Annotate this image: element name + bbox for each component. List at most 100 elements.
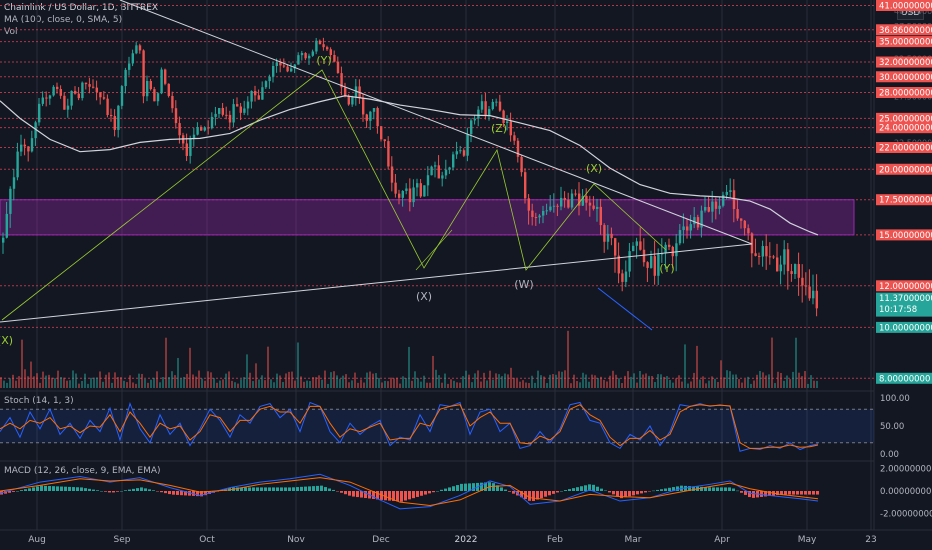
candle-body xyxy=(380,126,383,140)
macd-histogram-bar xyxy=(484,482,487,491)
macd-histogram-bar xyxy=(432,491,435,493)
volume-bar xyxy=(120,377,122,388)
macd-histogram-bar xyxy=(352,491,355,497)
volume-bar xyxy=(249,372,251,388)
volume-bar xyxy=(228,371,230,388)
macd-histogram-bar xyxy=(384,491,387,501)
candle-body xyxy=(682,226,685,231)
candle-body xyxy=(808,286,811,299)
volume-bar xyxy=(339,378,341,388)
macd-histogram-bar xyxy=(556,491,559,493)
candle-body xyxy=(117,105,120,130)
candle-body xyxy=(77,93,80,99)
candle-body xyxy=(466,134,469,156)
macd-histogram-bar xyxy=(396,491,399,502)
stoch-k-line xyxy=(0,401,819,452)
macd-histogram-bar xyxy=(76,487,79,491)
price-tag xyxy=(876,24,932,36)
volume-bar xyxy=(750,383,752,388)
volume-bar xyxy=(555,374,557,388)
time-axis-label: 23 xyxy=(865,535,876,545)
price-tag-label: 17.50000000 xyxy=(879,196,932,206)
volume-bar xyxy=(411,380,413,388)
price-tag-label: 11.37000000 xyxy=(879,294,932,304)
macd-histogram-bar xyxy=(132,488,135,491)
candle-body xyxy=(552,205,556,207)
volume-bar xyxy=(129,375,131,388)
macd-histogram-bar xyxy=(372,491,375,499)
price-tag-label: 35.00000000 xyxy=(879,38,932,48)
candle-body xyxy=(473,118,476,121)
volume-bar xyxy=(726,370,728,388)
macd-legend: MACD (12, 26, close, 9, EMA, EMA) xyxy=(4,466,161,476)
macd-histogram-bar xyxy=(116,491,119,492)
volume-bar xyxy=(816,380,818,388)
candle-body xyxy=(585,195,588,203)
volume-bar xyxy=(768,374,770,388)
candle-body xyxy=(329,49,332,56)
volume-bar xyxy=(183,376,185,388)
macd-histogram-bar xyxy=(256,487,259,491)
candle-body xyxy=(783,249,786,265)
volume-bar xyxy=(552,374,554,388)
volume-bar xyxy=(657,374,659,388)
candle-body xyxy=(700,210,703,228)
volume-bar xyxy=(393,378,395,388)
time-axis-label: Nov xyxy=(287,535,305,545)
volume-bar xyxy=(51,377,53,388)
volume-bar xyxy=(285,373,287,388)
stoch-legend: Stoch (14, 1, 3) xyxy=(4,396,74,406)
volume-bar xyxy=(321,379,323,388)
candle-body xyxy=(106,98,109,115)
volume-bar xyxy=(645,373,647,388)
candle-body xyxy=(732,190,736,210)
price-tag xyxy=(876,229,932,241)
candle-body xyxy=(218,107,221,114)
candle-body xyxy=(693,217,696,225)
volume-bar xyxy=(789,379,791,388)
macd-axis-label: 2.00000000 xyxy=(880,465,931,475)
volume-bar xyxy=(459,382,461,388)
candle-body xyxy=(254,91,257,96)
volume-bar xyxy=(696,345,698,388)
candle-body xyxy=(192,134,196,139)
macd-histogram-bar xyxy=(412,491,415,499)
volume-bar xyxy=(546,383,548,388)
volume-bar xyxy=(486,380,488,388)
price-tag xyxy=(876,122,932,134)
volume-bar xyxy=(741,382,743,388)
volume-bar xyxy=(654,382,656,388)
macd-histogram-bar xyxy=(80,487,83,491)
macd-histogram-bar xyxy=(468,483,471,491)
candle-body xyxy=(776,257,779,272)
candle-body xyxy=(448,167,451,170)
candle-body xyxy=(92,86,95,88)
macd-histogram-bar xyxy=(632,491,635,496)
volume-bar xyxy=(72,370,74,388)
volume-bar xyxy=(303,381,305,388)
volume-bar xyxy=(531,375,533,388)
candle-body xyxy=(326,47,329,50)
volume-bar xyxy=(252,381,254,388)
macd-histogram-bar xyxy=(536,491,539,500)
candle-body xyxy=(729,190,732,192)
macd-histogram-bar xyxy=(544,491,547,497)
macd-histogram-bar xyxy=(184,491,187,496)
candle-body xyxy=(128,63,131,70)
candle-body xyxy=(574,193,577,195)
volume-legend: Vol xyxy=(4,27,18,37)
candle-body xyxy=(70,90,73,106)
candle-body xyxy=(398,193,401,198)
candle-body xyxy=(527,198,530,211)
macd-histogram-bar xyxy=(440,489,443,491)
candle-body xyxy=(365,114,368,121)
volume-bar xyxy=(468,374,470,388)
volume-bar xyxy=(705,383,707,388)
volume-bar xyxy=(381,382,383,388)
volume-bar xyxy=(111,382,113,388)
volume-bar xyxy=(360,379,362,388)
macd-histogram-bar xyxy=(688,486,691,491)
macd-histogram-bar xyxy=(12,491,15,492)
volume-bar xyxy=(147,382,149,388)
